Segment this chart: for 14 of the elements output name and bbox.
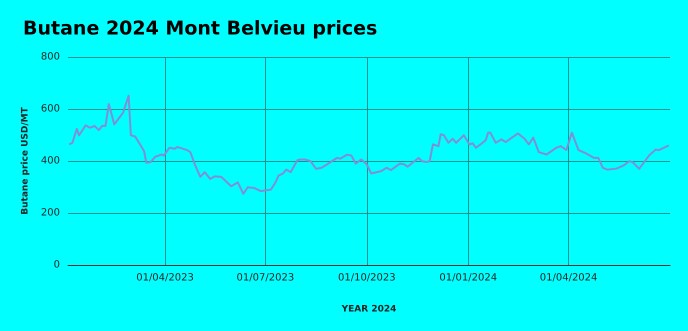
y-tick-label: 200 [40,208,60,218]
y-tick-label: 0 [54,260,60,270]
y-tick-label: 800 [40,52,60,62]
x-axis-title: YEAR 2024 [340,304,396,314]
x-tick-label: 01/01/2024 [439,272,498,284]
y-axis-title: Butane price USD/MT [20,106,30,215]
y-tick-label: 400 [40,156,60,166]
line-series [68,94,670,195]
y-tick-label: 600 [40,104,60,114]
x-tick-label: 01/10/2023 [338,272,396,284]
x-tick-label: 01/07/2023 [236,272,294,284]
chart-title: Butane 2024 Mont Belvieu prices [23,18,378,40]
x-tick-label: 01/04/2023 [136,272,194,284]
x-tick-label: 01/04/2024 [540,272,598,284]
